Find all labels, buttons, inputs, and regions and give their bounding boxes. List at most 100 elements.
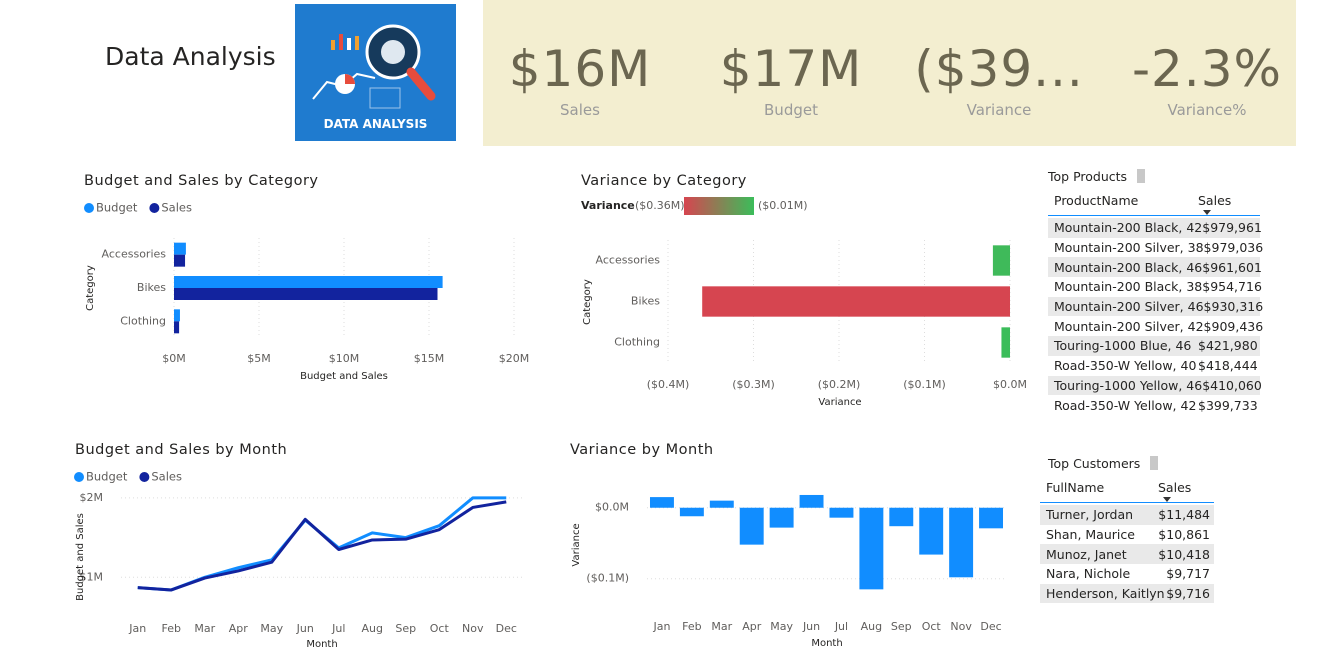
bar (174, 276, 443, 288)
table-cell: Road-350-W Yellow, 40 (1054, 358, 1197, 374)
color-scale-min: ($0.36M) (635, 199, 685, 212)
column-header[interactable]: Sales (1158, 480, 1192, 495)
table-row: Turner, Jordan $11,484 (1040, 505, 1214, 525)
x-tick-label: Jul (834, 620, 848, 633)
x-tick-label: Oct (922, 620, 942, 633)
x-tick-label: May (770, 620, 793, 633)
table-body: Turner, Jordan $11,484 Shan, Maurice $10,86… (1040, 505, 1214, 604)
table-cell: $930,316 (1203, 299, 1264, 315)
x-tick-label: ($0.2M) (818, 378, 861, 391)
bar (889, 507, 914, 527)
table-cell: $11,484 (1158, 507, 1210, 523)
table-cell: Touring-1000 Blue, 46 (1054, 338, 1192, 354)
bar (1001, 327, 1010, 358)
table-row: Mountain-200 Black, 46 $961,601 (1048, 257, 1262, 278)
table-cell: $961,601 (1202, 259, 1262, 275)
table-row: Touring-1000 Blue, 46 $421,980 (1048, 336, 1260, 356)
legend-marker (84, 203, 94, 213)
legend-label: Sales (151, 470, 182, 484)
table-header: ProductName Sales (1048, 193, 1260, 216)
table-cell: Mountain-200 Black, 38 (1054, 279, 1203, 295)
y-axis-label: Budget and Sales (75, 513, 86, 601)
x-tick-label: $20M (499, 352, 530, 365)
bar (992, 245, 1010, 276)
x-tick-label: Sep (395, 622, 416, 635)
table-cell: Mountain-200 Black, 46 (1054, 259, 1203, 275)
color-scale-title: Variance (581, 199, 635, 212)
column-header[interactable]: Sales (1198, 193, 1232, 208)
y-axis-label: Category (582, 279, 593, 325)
bar (979, 507, 1004, 529)
y-tick-label: Bikes (631, 295, 660, 308)
sort-indicator (1163, 497, 1171, 502)
x-axis-label: Month (811, 638, 842, 649)
x-tick-label: Aug (362, 622, 383, 635)
logo-text: DATA ANALYSIS (323, 117, 428, 131)
y-tick-label: $2M (80, 491, 104, 504)
x-tick-label: Sep (891, 620, 912, 633)
y-axis-label: Variance (571, 523, 582, 566)
column-header[interactable]: FullName (1046, 480, 1105, 495)
x-tick-label: May (260, 622, 283, 635)
table-cell: $9,716 (1166, 586, 1210, 602)
x-tick-label: $10M (329, 352, 360, 365)
kpi-label: Variance (966, 101, 1032, 119)
x-tick-label: ($0.1M) (903, 378, 946, 391)
table-cell: $399,733 (1198, 397, 1258, 413)
kpi-label: Sales (560, 101, 600, 119)
y-tick-label: Clothing (614, 336, 660, 349)
table-cell: $10,861 (1158, 527, 1210, 543)
table: Top Products ProductName Sales Mountain-200… (1048, 165, 1263, 415)
bar (709, 500, 734, 508)
bar (859, 507, 884, 590)
table-cell: Henderson, Kaitlyn (1046, 586, 1165, 602)
bar (649, 497, 674, 508)
table-row: Road-350-W Yellow, 42 $399,733 (1048, 395, 1260, 415)
x-tick-label: $0.0M (993, 378, 1027, 391)
bar (829, 507, 854, 518)
logo: DATA ANALYSIS (295, 4, 456, 141)
legend-label: Budget (86, 470, 128, 484)
menu-icon[interactable] (1137, 169, 1146, 183)
x-tick-label: Nov (462, 622, 484, 635)
chart-title: Budget and Sales by Category (84, 173, 318, 189)
table-cell: Mountain-200 Silver, 42 (1054, 318, 1204, 334)
column-header[interactable]: ProductName (1054, 193, 1139, 208)
menu-icon[interactable] (1150, 456, 1159, 470)
x-axis-label: Variance (818, 397, 861, 408)
table-cell: Turner, Jordan (1046, 507, 1134, 523)
table-row: Road-350-W Yellow, 40 $418,444 (1048, 356, 1260, 376)
table-row: Nara, Nichole $9,717 (1040, 564, 1214, 584)
x-tick-label: Apr (742, 620, 762, 633)
table-title-row: Top Customers (1040, 452, 1214, 474)
x-tick-label: Mar (711, 620, 732, 633)
x-tick-label: $15M (414, 352, 445, 365)
table-cell: Shan, Maurice (1046, 527, 1135, 543)
table-row: Munoz, Janet $10,418 (1040, 544, 1214, 565)
kpi-label: Budget (764, 101, 818, 119)
table-title: Top Products (1048, 168, 1128, 184)
x-tick-label: Mar (194, 622, 215, 635)
table-row: Touring-1000 Yellow, 46 $410,060 (1048, 375, 1262, 396)
bar (174, 321, 180, 334)
x-tick-label: Aug (861, 620, 882, 633)
kpi-label: Variance% (1167, 101, 1247, 119)
kpi-value: ($39... (914, 40, 1084, 98)
table-row: Mountain-200 Black, 38 $954,716 (1048, 277, 1262, 297)
y-tick-label: $1M (80, 570, 104, 583)
y-tick-label: Accessories (102, 248, 167, 261)
bar (799, 494, 824, 508)
kpi-value: $17M (719, 40, 863, 98)
table-cell: Mountain-200 Black, 42 (1054, 220, 1203, 236)
table-row: Shan, Maurice $10,861 (1040, 525, 1214, 545)
table-cell: $421,980 (1198, 338, 1258, 354)
table-row: Henderson, Kaitlyn $9,716 (1040, 583, 1214, 604)
table-cell: $9,717 (1166, 566, 1210, 582)
table-cell: $410,060 (1202, 377, 1262, 393)
x-tick-label: Feb (162, 622, 181, 635)
x-tick-label: Oct (430, 622, 450, 635)
kpi-value: $16M (508, 40, 652, 98)
bar (174, 254, 186, 267)
y-axis-label: Category (85, 265, 96, 311)
